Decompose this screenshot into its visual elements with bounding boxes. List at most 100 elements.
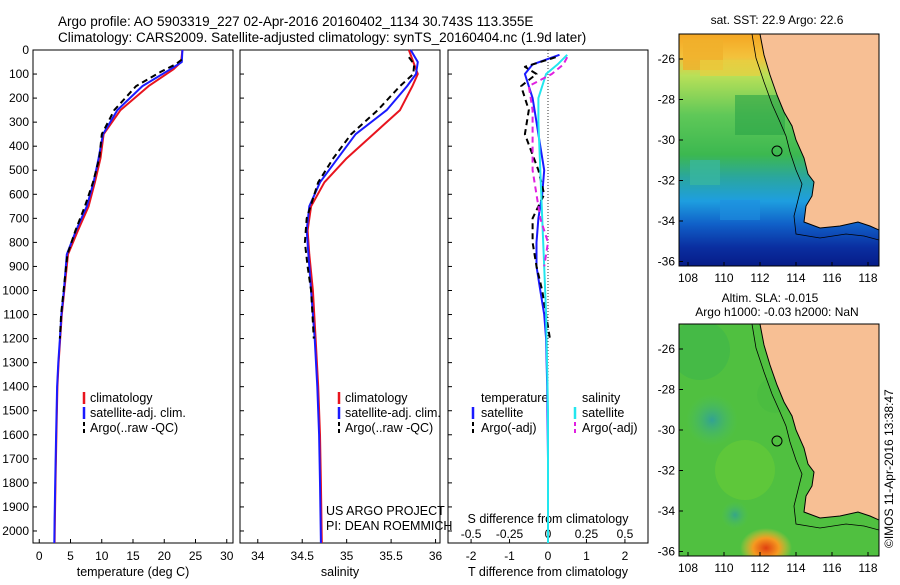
map-y-tick-label: -34 [658,504,676,518]
map-x-tick-label: 110 [714,271,733,285]
x-tick-label: 0 [36,549,43,563]
legend-temperature-heading: temperature [481,391,548,405]
depth-tick-label: 1400 [2,380,29,394]
imos-credit: ©IMOS 11-Apr-2016 13:38:47 [882,389,896,548]
sla-land-mass [759,324,879,521]
depth-tick-label: 1900 [2,500,29,514]
map-x-tick-label: 108 [678,561,698,575]
sla-map-title-line1: Altim. SLA: -0.015 [722,291,819,305]
series-line-climatology [53,49,184,544]
legend-argo: Argo(..raw -QC) [90,421,178,435]
x-tick-label: 35 [340,549,354,563]
depth-tick-label: 1500 [2,404,29,418]
legend-temp-satellite: satellite [481,406,523,420]
series-line-argo [58,58,183,339]
depth-tick-label: 1700 [2,452,29,466]
x-tick-label: -2 [466,549,477,563]
legend-salinity-heading: salinity [582,391,621,405]
s-diff-tick-label: 0.5 [617,527,634,541]
x-tick-label: 0 [545,549,552,563]
salinity-axis-label: salinity [321,565,360,579]
depth-tick-label: 700 [9,211,29,225]
depth-tick-label: 1000 [2,283,29,297]
series-line-argo [520,56,556,339]
x-tick-label: 5 [67,549,74,563]
map-x-tick-label: 112 [750,561,769,575]
depth-tick-label: 300 [9,115,29,129]
series-line-argo [303,56,416,339]
map-y-tick-label: -32 [658,174,676,188]
x-tick-label: 25 [189,549,203,563]
depth-tick-label: 200 [9,91,29,105]
sla-map-title-line2: Argo h1000: -0.03 h2000: NaN [695,305,858,319]
map-y-tick-label: -34 [658,214,676,228]
sla-argo-marker [771,435,783,447]
x-tick-label: 15 [126,549,140,563]
depth-tick-label: 1100 [3,308,29,322]
legend-temp-argo: Argo(-adj) [481,421,537,435]
sla-map [679,324,879,556]
legend-satellite-adj: satellite-adj. clim. [345,406,441,420]
depth-tick-label: 1200 [2,332,29,346]
depth-tick-label: 400 [9,139,29,153]
sst-map [679,34,879,266]
map-y-tick-label: -26 [658,342,676,356]
series-line-satellite [523,53,560,543]
x-tick-label: 20 [158,549,172,563]
x-tick-label: 34 [251,549,265,563]
s-diff-tick-label: -0.5 [461,527,482,541]
legend-satellite-adj: satellite-adj. clim. [90,406,186,420]
map-x-tick-label: 112 [750,271,769,285]
map-y-tick-label: -30 [658,423,676,437]
map-x-tick-label: 114 [786,561,805,575]
s-diff-tick-label: -0.25 [496,527,524,541]
salinity-legend: climatology satellite-adj. clim. Argo(..… [337,391,441,435]
map-y-tick-label: -32 [658,464,676,478]
figure-title-line2: Climatology: CARS2009. Satellite-adjuste… [58,30,586,45]
profile-plot-layers: 0100200300400500600700800900100011001200… [2,43,633,563]
temperature-legend: climatology satellite-adj. clim. Argo(..… [82,391,186,435]
map-x-tick-label: 114 [786,271,805,285]
map-x-tick-label: 116 [822,271,841,285]
map-x-tick-label: 118 [858,271,877,285]
legend-sal-argo: Argo(-adj) [582,421,638,435]
depth-tick-label: 1300 [2,356,29,370]
map-y-tick-label: -30 [658,133,676,147]
series-line-salinity_argo [527,56,569,267]
sst-map-title: sat. SST: 22.9 Argo: 22.6 [711,13,844,27]
map-y-tick-label: -36 [658,255,676,269]
legend-argo: Argo(..raw -QC) [345,421,433,435]
sla-map-ticks: 108 110 112 114 116 118 -26 -28 -30 -32 -34 -36 [658,342,878,575]
map-y-tick-label: -36 [658,545,676,559]
series-line-salinity_satellite [537,54,568,543]
series-line-satellite [53,49,184,544]
x-tick-label: 2 [622,549,629,563]
map-x-tick-label: 108 [678,271,698,285]
x-tick-label: -1 [504,549,515,563]
depth-tick-label: 1600 [2,428,29,442]
depth-tick-label: 0 [22,43,29,57]
legend-climatology: climatology [90,391,153,405]
sst-land-mass [759,34,879,231]
legend-climatology: climatology [345,391,408,405]
series-line-satellite [305,49,419,544]
figure-title-line1: Argo profile: AO 5903319_227 02-Apr-2016… [58,14,533,29]
map-y-tick-label: -28 [658,93,676,107]
project-annotation: US ARGO PROJECT [326,504,445,518]
x-tick-label: 34.5 [291,549,315,563]
map-y-tick-label: -26 [658,52,676,66]
series-line-climatology [306,49,419,544]
s-diff-tick-label: 0.25 [575,527,599,541]
x-tick-label: 35.5 [379,549,403,563]
difference-legend: temperature satellite Argo(-adj) salinit… [471,391,638,435]
t-difference-axis-label: T difference from climatology [468,565,629,579]
x-tick-label: 10 [95,549,109,563]
x-tick-label: 1 [583,549,590,563]
sst-argo-marker [771,145,783,157]
temperature-axis-label: temperature (deg C) [77,565,190,579]
depth-tick-label: 2000 [2,524,29,538]
depth-tick-label: 500 [9,163,29,177]
map-x-tick-label: 110 [714,561,733,575]
pi-annotation: PI: DEAN ROEMMICH [326,519,452,533]
